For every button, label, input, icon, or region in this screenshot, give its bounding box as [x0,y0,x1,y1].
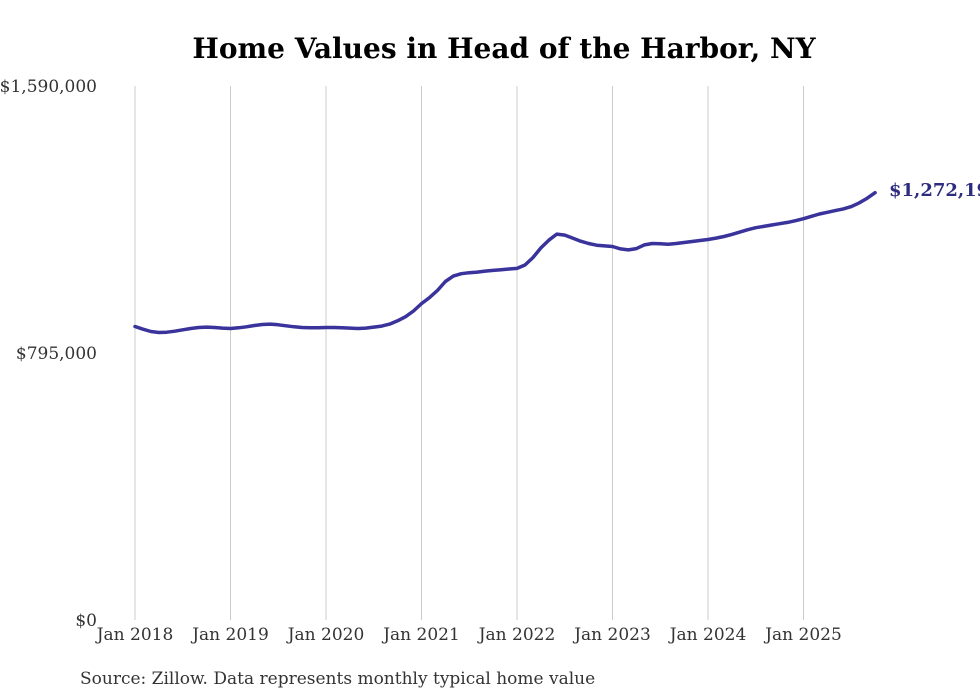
y-axis-labels-group: $0 $795,000 $1,590,000 [0,77,97,631]
gridlines-group [134,86,804,620]
x-axis-tick-label: Jan 2022 [477,625,556,645]
x-axis-tick-label: Jan 2021 [381,625,460,645]
x-axis-tick-label: Jan 2018 [95,625,174,645]
home-value-line [133,190,877,335]
x-axis-tick-label: Jan 2025 [763,625,842,645]
x-axis-tick-label: Jan 2020 [286,625,365,645]
x-axis-labels-group: Jan 2018 Jan 2019 Jan 2020 Jan 2021 Jan 2022… [95,625,842,645]
y-axis-tick-label: $795,000 [16,344,97,364]
source-note: Source: Zillow. Data represents monthly … [80,669,595,689]
x-axis-tick-label: Jan 2023 [572,625,651,645]
y-axis-tick-label: $1,590,000 [0,77,97,97]
latest-value-label: $1,272,198 [889,180,980,201]
y-axis-tick-label: $0 [75,611,97,631]
x-axis-tick-label: Jan 2019 [190,625,269,645]
x-axis-tick-label: Jan 2024 [668,625,747,645]
chart-title: Home Values in Head of the Harbor, NY [192,32,816,65]
